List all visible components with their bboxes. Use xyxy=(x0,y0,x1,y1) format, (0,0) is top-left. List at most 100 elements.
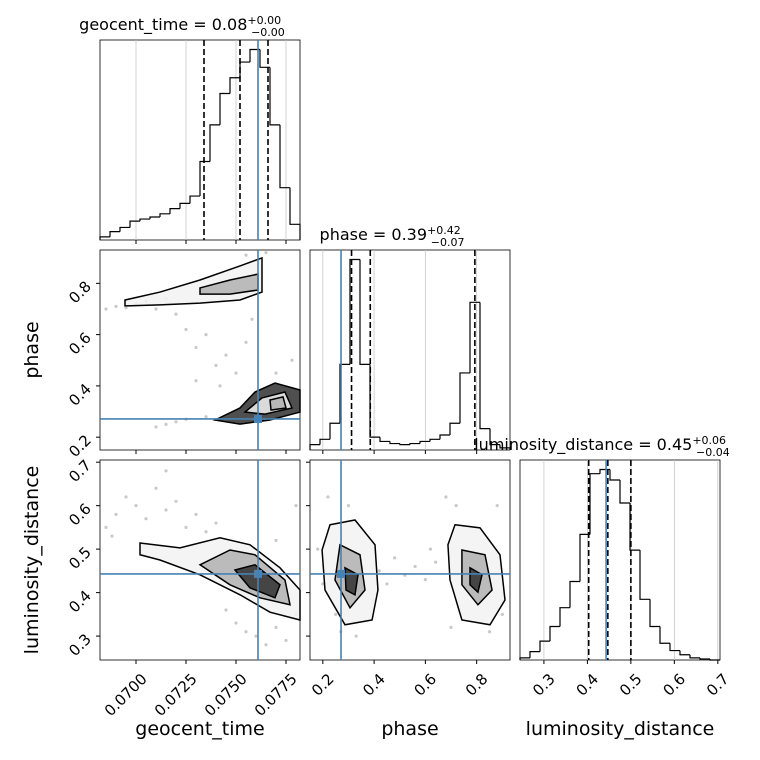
sample-point xyxy=(274,538,278,543)
sample-point xyxy=(104,525,108,529)
histogram-bin xyxy=(459,372,470,424)
sample-point xyxy=(224,608,228,612)
histogram-bin xyxy=(339,363,350,424)
x-tick-label: 0.8 xyxy=(462,670,492,700)
sample-point xyxy=(326,495,330,499)
histogram-bin xyxy=(579,533,590,582)
sample-point xyxy=(154,425,158,429)
histogram-bin xyxy=(389,441,400,445)
histogram-bin xyxy=(679,650,690,656)
sample-point xyxy=(234,371,238,375)
histogram-bin xyxy=(469,301,480,373)
contour xyxy=(269,396,287,411)
sample-point xyxy=(154,307,158,311)
panel-frame xyxy=(309,459,511,661)
y-tick-label: 0.6 xyxy=(65,329,95,359)
sample-point xyxy=(174,499,178,503)
sample-point xyxy=(321,582,325,586)
sample-point xyxy=(254,634,258,638)
histogram-bin xyxy=(139,218,150,222)
histogram-bin xyxy=(249,48,260,63)
sample-point xyxy=(194,512,198,516)
histogram-bin xyxy=(369,364,380,438)
sample-point xyxy=(194,379,198,383)
histogram-bin xyxy=(479,302,490,430)
histogram-bin xyxy=(689,654,700,659)
histogram-bin xyxy=(129,220,140,228)
sample-point xyxy=(385,582,389,586)
sample-point xyxy=(194,345,198,350)
histogram-bin xyxy=(169,208,180,214)
y-tick-label: 0.4 xyxy=(65,587,95,617)
sample-point xyxy=(274,371,278,375)
sample-point xyxy=(393,556,397,560)
sample-point xyxy=(444,495,448,499)
histogram-bin xyxy=(639,550,650,600)
x-tick-label: 0.0775 xyxy=(251,670,301,720)
x-tick-label: 0.4 xyxy=(359,670,389,700)
truth-marker xyxy=(254,569,262,578)
title-upper: +0.42 xyxy=(427,224,461,237)
histogram-bin xyxy=(199,160,210,197)
sample-point xyxy=(104,307,108,311)
histogram-bin xyxy=(569,580,580,608)
sample-point xyxy=(124,495,128,499)
sample-point xyxy=(174,420,178,424)
y-tick-label: 0.7 xyxy=(65,456,95,486)
title-lower: −0.04 xyxy=(696,446,730,459)
y-tick-label: 0.3 xyxy=(65,630,95,660)
histogram-bin xyxy=(99,236,110,240)
sample-point xyxy=(184,327,188,332)
histogram-bin xyxy=(229,77,240,94)
sample-point xyxy=(174,312,178,316)
x-tick-label: 0.3 xyxy=(529,670,559,700)
sample-point xyxy=(204,333,208,337)
sample-point xyxy=(114,304,118,309)
histogram-bin xyxy=(409,442,420,445)
x-axis-label: phase xyxy=(381,718,438,740)
panel-frame xyxy=(309,249,511,451)
sample-point xyxy=(234,621,238,625)
histogram-bin xyxy=(449,422,460,436)
histogram-bin xyxy=(649,599,660,628)
histogram-bin xyxy=(659,626,670,644)
x-tick-label: 0.6 xyxy=(659,670,689,700)
histogram-bin xyxy=(119,226,130,232)
histogram-bin xyxy=(629,503,640,551)
x-axis-label: geocent_time xyxy=(135,718,264,740)
histogram-bin xyxy=(319,438,330,445)
title-lower: −0.00 xyxy=(251,26,285,39)
y-tick-label: 0.5 xyxy=(65,543,95,573)
x-tick-label: 0.5 xyxy=(616,670,646,700)
sample-point xyxy=(487,630,492,634)
sample-point xyxy=(164,422,168,426)
histogram-bin xyxy=(559,607,570,627)
x-tick-label: 0.7 xyxy=(703,670,733,700)
x-axis-label: luminosity_distance xyxy=(526,718,715,740)
histogram-bin xyxy=(529,651,540,658)
histogram-bin xyxy=(329,422,340,440)
sample-point xyxy=(423,577,427,582)
histogram-bin xyxy=(699,657,710,660)
panel-frame xyxy=(519,459,721,661)
sample-point xyxy=(274,625,278,629)
histogram-bin xyxy=(219,92,230,125)
sample-point xyxy=(264,643,268,647)
histogram-bin xyxy=(539,640,550,652)
histogram-bin xyxy=(549,625,560,642)
title-text: luminosity_distance = 0.45 xyxy=(474,435,692,455)
histogram-bin xyxy=(619,479,630,504)
sample-point xyxy=(154,486,158,490)
sample-point xyxy=(218,384,222,388)
histogram-bin xyxy=(499,444,511,450)
histogram-bin xyxy=(289,187,301,240)
histogram-bin xyxy=(179,202,190,209)
sample-point xyxy=(454,504,458,508)
panel-title: geocent_time = 0.08+0.00 −0.00 xyxy=(79,14,285,39)
panel-title: phase = 0.39+0.42 −0.07 xyxy=(320,224,465,249)
y-axis-label: phase xyxy=(21,321,43,378)
sample-point xyxy=(449,625,453,629)
sample-point xyxy=(294,504,298,508)
sample-point xyxy=(164,508,168,512)
